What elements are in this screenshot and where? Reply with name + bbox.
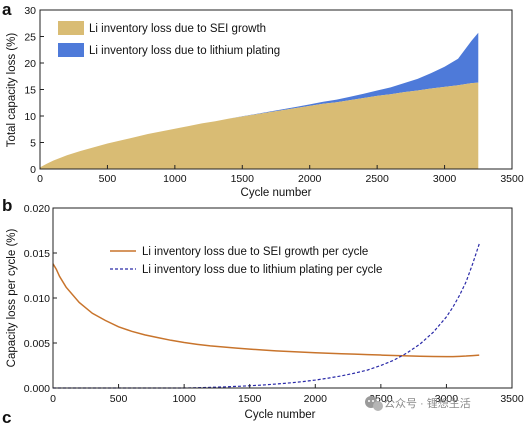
chart-a-y-tick-label: 25 (24, 32, 36, 44)
chart-b-lines (52, 243, 480, 389)
chart-b-x-tick-label: 3000 (435, 393, 459, 405)
chart-b-legend-label-plating: Li inventory loss due to lithium plating… (142, 264, 382, 276)
chart-a-x-axis-title: Cycle number (241, 187, 312, 199)
chart-a-x-axis: 0 500 1000 1500 2000 2500 3000 3500 (37, 165, 524, 185)
chart-a-y-tick-label: 10 (24, 111, 36, 123)
chart-b-line-plating (53, 243, 480, 389)
chart-b-x-tick-label: 0 (50, 393, 56, 405)
chart-a-y-tick-label: 5 (30, 138, 36, 150)
chart-b-line-sei (52, 263, 480, 358)
chart-b-y-axis: 0.000 0.005 0.010 0.015 0.020 (24, 203, 57, 395)
chart-a-x-tick-label: 3500 (500, 173, 524, 185)
chart-b: 0 500 1000 1500 2000 2500 3000 3500 0.0000.0050… (6, 203, 524, 421)
chart-a-y-tick-label: 30 (24, 5, 36, 17)
wechat-icon (365, 396, 383, 411)
chart-b-y-tick-label: 0.000 (24, 383, 50, 395)
chart-a-y-axis: 0 5 10 15 20 25 30 (24, 5, 44, 176)
chart-a-y-tick-label: 0 (30, 164, 36, 176)
chart-b-y-tick-label: 0.015 (24, 248, 50, 260)
chart-b-y-tick-label: 0.005 (24, 338, 50, 350)
panel-letter-b: b (2, 196, 12, 215)
chart-b-plot-frame (52, 207, 513, 389)
chart-a-areas (40, 32, 479, 169)
chart-b-x-axis-title: Cycle number (245, 409, 316, 421)
chart-a-x-tick-label: 2000 (298, 173, 322, 185)
chart-a-legend: Li inventory loss due to SEI growth Li i… (58, 21, 280, 57)
chart-a-legend-swatch-sei (58, 21, 84, 35)
chart-a-legend-swatch-plating (58, 43, 84, 57)
chart-b-y-tick-label: 0.020 (24, 203, 50, 215)
chart-a-x-tick-label: 0 (37, 173, 43, 185)
chart-b-x-tick-label: 1000 (172, 393, 196, 405)
chart-b-x-tick-label: 1500 (238, 393, 262, 405)
watermark: 公众号 · 锂想生活 (365, 396, 471, 411)
chart-b-x-tick-label: 500 (110, 393, 128, 405)
chart-b-y-axis-title: Capacity loss per cycle (%) (6, 228, 18, 367)
chart-a-x-tick-label: 500 (99, 173, 117, 185)
panel-letter-a: a (2, 0, 12, 19)
watermark-text: 公众号 · 锂想生活 (384, 396, 471, 410)
chart-a-legend-label-sei: Li inventory loss due to SEI growth (89, 23, 266, 35)
chart-a-x-tick-label: 1000 (163, 173, 187, 185)
chart-a-legend-label-plating: Li inventory loss due to lithium plating (89, 45, 280, 57)
chart-b-legend-label-sei: Li inventory loss due to SEI growth per … (142, 246, 368, 258)
chart-b-x-tick-label: 2000 (304, 393, 328, 405)
panel-letter-c: c (2, 408, 11, 423)
chart-a-y-tick-label: 20 (24, 58, 36, 70)
chart-b-legend: Li inventory loss due to SEI growth per … (110, 246, 382, 276)
chart-a-area-sei (40, 82, 479, 169)
chart-a-y-axis-title: Total capacity loss (%) (6, 33, 18, 148)
chart-a-y-tick-label: 15 (24, 85, 36, 97)
chart-a-x-tick-label: 3000 (433, 173, 457, 185)
chart-a: 0 500 1000 1500 2000 2500 3000 3500 0 5 10 15 20 25 3… (6, 5, 524, 199)
chart-b-x-tick-label: 3500 (500, 393, 524, 405)
chart-a-x-tick-label: 1500 (231, 173, 255, 185)
chart-b-y-tick-label: 0.010 (24, 293, 50, 305)
chart-a-x-tick-label: 2500 (365, 173, 389, 185)
